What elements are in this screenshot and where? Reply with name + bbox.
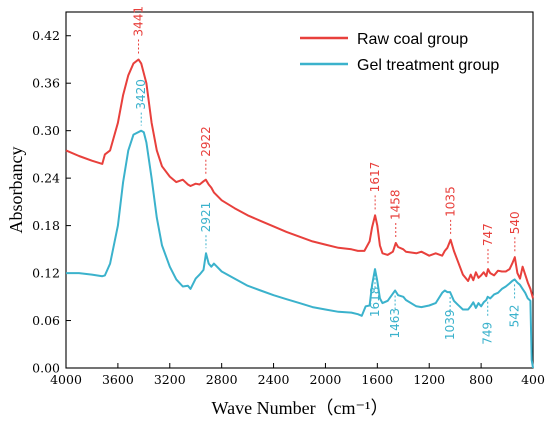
peak-label: 1617 [368, 162, 382, 193]
legend: Raw coal group Gel treatment group [300, 31, 499, 74]
x-tick-label: 3200 [154, 372, 186, 387]
x-tick-label: 2000 [310, 372, 342, 387]
x-tick-label: 400 [521, 372, 545, 387]
y-tick-label: 0.24 [32, 171, 60, 186]
x-tick-label: 1200 [413, 372, 445, 387]
peak-label: 3420 [134, 79, 148, 110]
peak-label: 3441 [132, 6, 146, 37]
peak-label: 2922 [199, 126, 213, 157]
peak-annotations: 3441 2922 1617 1458 1035 747 540 3420 2921 1618 14… [132, 6, 522, 345]
peak-label: 2921 [199, 202, 213, 233]
y-tick-label: 0.06 [32, 313, 60, 328]
plot-area: 4000 3600 3200 2800 2400 2000 1600 1200 800 400 0… [32, 6, 545, 387]
x-tick-label: 3600 [102, 372, 134, 387]
legend-label-gel-treatment: Gel treatment group [357, 57, 499, 74]
series-line-0 [65, 58, 534, 299]
x-tick-label: 800 [469, 372, 493, 387]
x-axis: 4000 3600 3200 2800 2400 2000 1600 1200 800 400 [50, 363, 545, 387]
y-tick-label: 0.00 [32, 361, 60, 376]
y-tick-label: 0.42 [32, 28, 60, 43]
legend-label-raw-coal: Raw coal group [357, 31, 468, 48]
peak-label: 1035 [444, 186, 458, 217]
x-tick-label: 2800 [206, 372, 238, 387]
y-tick-label: 0.18 [32, 218, 60, 233]
x-axis-title: Wave Number（cm⁻¹） [212, 398, 389, 418]
x-tick-label: 2400 [258, 372, 290, 387]
peak-label: 1463 [388, 308, 402, 339]
plot-frame [65, 11, 534, 369]
y-axis: 0.00 0.06 0.12 0.18 0.24 0.30 0.36 0.42 [32, 28, 71, 376]
peak-label: 542 [508, 304, 522, 327]
peak-label: 1039 [443, 310, 457, 341]
x-tick-label: 1600 [361, 372, 393, 387]
y-tick-label: 0.30 [32, 123, 60, 138]
y-axis-title: Absorbancy [6, 147, 26, 234]
peak-label: 747 [481, 223, 495, 246]
peak-label: 1618 [368, 287, 382, 318]
series-line-1 [66, 129, 534, 369]
peak-label: 540 [508, 211, 522, 234]
peak-label: 1458 [389, 189, 403, 220]
peak-label: 749 [481, 322, 495, 345]
y-tick-label: 0.36 [32, 76, 60, 91]
series-lines [65, 58, 534, 369]
y-tick-label: 0.12 [32, 266, 60, 281]
x-tick-label: 4000 [50, 372, 82, 387]
